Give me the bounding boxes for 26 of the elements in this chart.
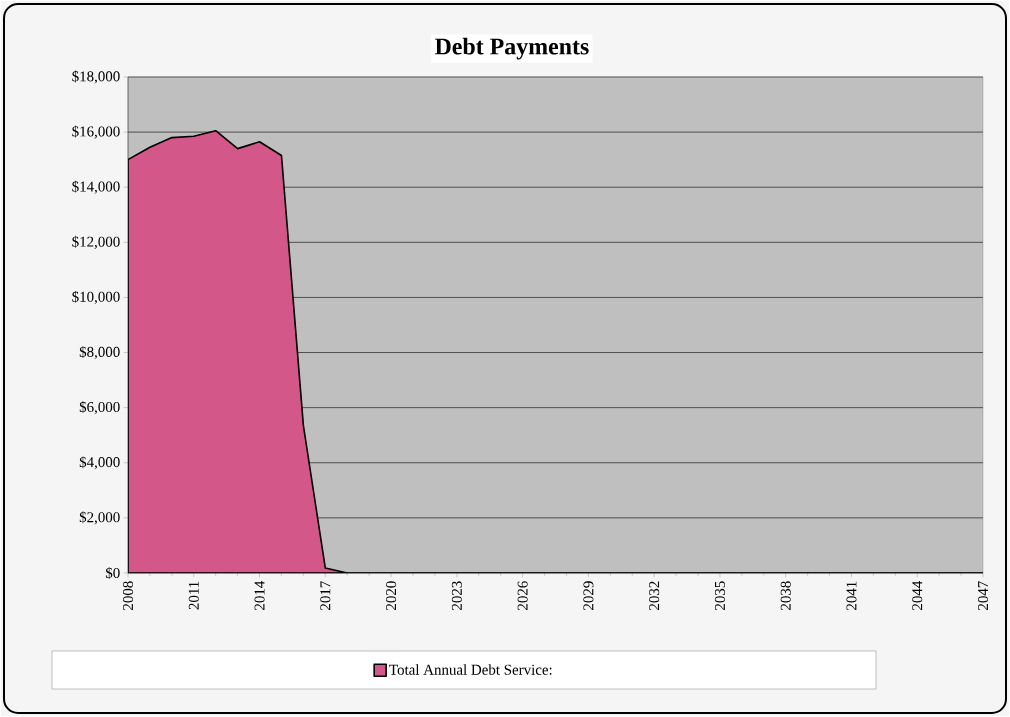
y-tick-label: $8,000	[79, 345, 120, 360]
x-tick-label: 2047	[977, 581, 989, 610]
y-tick-label: $16,000	[72, 125, 120, 139]
x-tick-label: 2029	[583, 581, 594, 610]
y-tick-label: $0	[105, 567, 120, 579]
x-tick-label: 2023	[451, 581, 462, 610]
y-tick-label: $10,000	[72, 290, 120, 304]
y-tick-label: $18,000	[72, 70, 120, 84]
chart-title: Debt Payments	[434, 37, 589, 60]
x-tick-label: 2011	[188, 581, 199, 610]
y-tick-label: $4,000	[79, 456, 120, 470]
x-tick-label: 2026	[517, 581, 528, 610]
x-tick-label: 2044	[912, 581, 923, 610]
y-tick-label: $6,000	[79, 401, 120, 415]
x-tick-label: 2014	[254, 581, 265, 610]
x-tick-label: 2017	[320, 581, 331, 610]
x-tick-label: 2032	[649, 581, 660, 610]
y-tick-label: $12,000	[72, 235, 120, 249]
x-tick-label: 2008	[122, 581, 134, 610]
legend-label: Total Annual Debt Service:	[389, 664, 552, 675]
x-tick-label: 2035	[714, 581, 725, 610]
y-tick-label: $2,000	[79, 511, 120, 525]
y-tick-label: $14,000	[72, 180, 120, 194]
x-tick-label: 2020	[386, 581, 397, 610]
x-tick-label: 2038	[780, 581, 791, 610]
x-tick-label: 2041	[846, 581, 857, 610]
